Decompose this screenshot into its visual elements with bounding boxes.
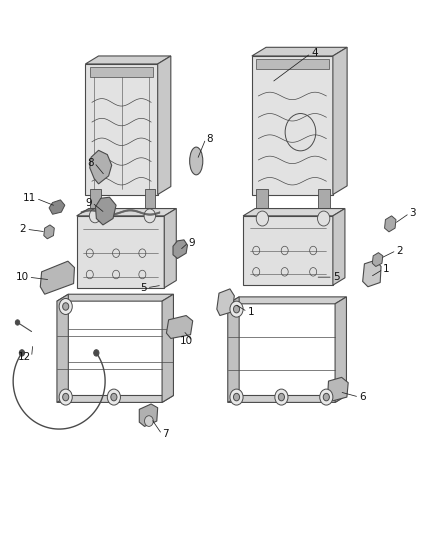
Text: 5: 5 <box>333 272 339 282</box>
Circle shape <box>15 320 20 325</box>
Polygon shape <box>217 289 234 316</box>
Text: 10: 10 <box>180 336 193 346</box>
Polygon shape <box>328 377 348 401</box>
Text: 4: 4 <box>311 49 318 58</box>
Circle shape <box>89 209 101 223</box>
Polygon shape <box>77 216 164 288</box>
Text: 6: 6 <box>359 392 366 402</box>
Text: 8: 8 <box>88 158 94 167</box>
Circle shape <box>275 389 288 405</box>
Polygon shape <box>145 189 155 216</box>
Circle shape <box>279 393 285 401</box>
Circle shape <box>94 350 99 356</box>
Polygon shape <box>49 200 65 214</box>
Text: 11: 11 <box>23 193 36 203</box>
Polygon shape <box>228 297 346 304</box>
Polygon shape <box>372 253 383 266</box>
Text: 9: 9 <box>85 198 92 207</box>
Circle shape <box>320 389 333 405</box>
Polygon shape <box>256 189 268 219</box>
Polygon shape <box>243 216 333 285</box>
Polygon shape <box>164 208 176 288</box>
Polygon shape <box>85 64 158 195</box>
Text: 9: 9 <box>188 238 195 247</box>
Polygon shape <box>90 150 112 184</box>
Polygon shape <box>90 67 153 77</box>
Polygon shape <box>385 216 396 232</box>
Polygon shape <box>95 197 116 225</box>
Polygon shape <box>44 225 54 239</box>
Text: 2: 2 <box>20 224 26 234</box>
Text: 2: 2 <box>396 246 403 255</box>
Polygon shape <box>57 294 173 301</box>
Polygon shape <box>318 189 330 219</box>
Polygon shape <box>228 297 239 402</box>
Polygon shape <box>40 261 74 294</box>
Circle shape <box>145 416 153 426</box>
Text: 1: 1 <box>383 264 390 274</box>
Polygon shape <box>333 47 347 195</box>
Ellipse shape <box>190 147 203 175</box>
Circle shape <box>230 389 243 405</box>
Polygon shape <box>57 395 173 402</box>
Circle shape <box>230 301 243 317</box>
Text: 7: 7 <box>162 430 169 439</box>
Circle shape <box>63 393 69 401</box>
Polygon shape <box>90 189 101 216</box>
Polygon shape <box>85 56 171 64</box>
Circle shape <box>256 211 268 226</box>
Polygon shape <box>363 260 381 287</box>
Text: 10: 10 <box>15 272 28 282</box>
Circle shape <box>323 393 329 401</box>
Circle shape <box>107 389 120 405</box>
Polygon shape <box>252 56 333 195</box>
Polygon shape <box>173 240 187 259</box>
Polygon shape <box>243 208 345 216</box>
Circle shape <box>59 389 72 405</box>
Circle shape <box>318 211 330 226</box>
Text: 1: 1 <box>247 307 254 317</box>
Circle shape <box>233 393 240 401</box>
Text: 5: 5 <box>140 283 147 293</box>
Circle shape <box>233 305 240 313</box>
Polygon shape <box>252 47 347 56</box>
Polygon shape <box>333 208 345 285</box>
Polygon shape <box>139 404 158 426</box>
Circle shape <box>19 350 25 356</box>
Polygon shape <box>166 316 193 338</box>
Text: 8: 8 <box>206 134 212 143</box>
Circle shape <box>63 303 69 310</box>
Polygon shape <box>77 208 176 216</box>
Text: 3: 3 <box>410 208 416 218</box>
Polygon shape <box>158 56 171 195</box>
Circle shape <box>144 209 155 223</box>
Polygon shape <box>335 297 346 402</box>
Polygon shape <box>256 59 328 69</box>
Polygon shape <box>162 294 173 402</box>
Circle shape <box>111 393 117 401</box>
Polygon shape <box>57 294 68 402</box>
Circle shape <box>59 298 72 314</box>
Text: 12: 12 <box>18 352 32 362</box>
Polygon shape <box>228 395 346 402</box>
